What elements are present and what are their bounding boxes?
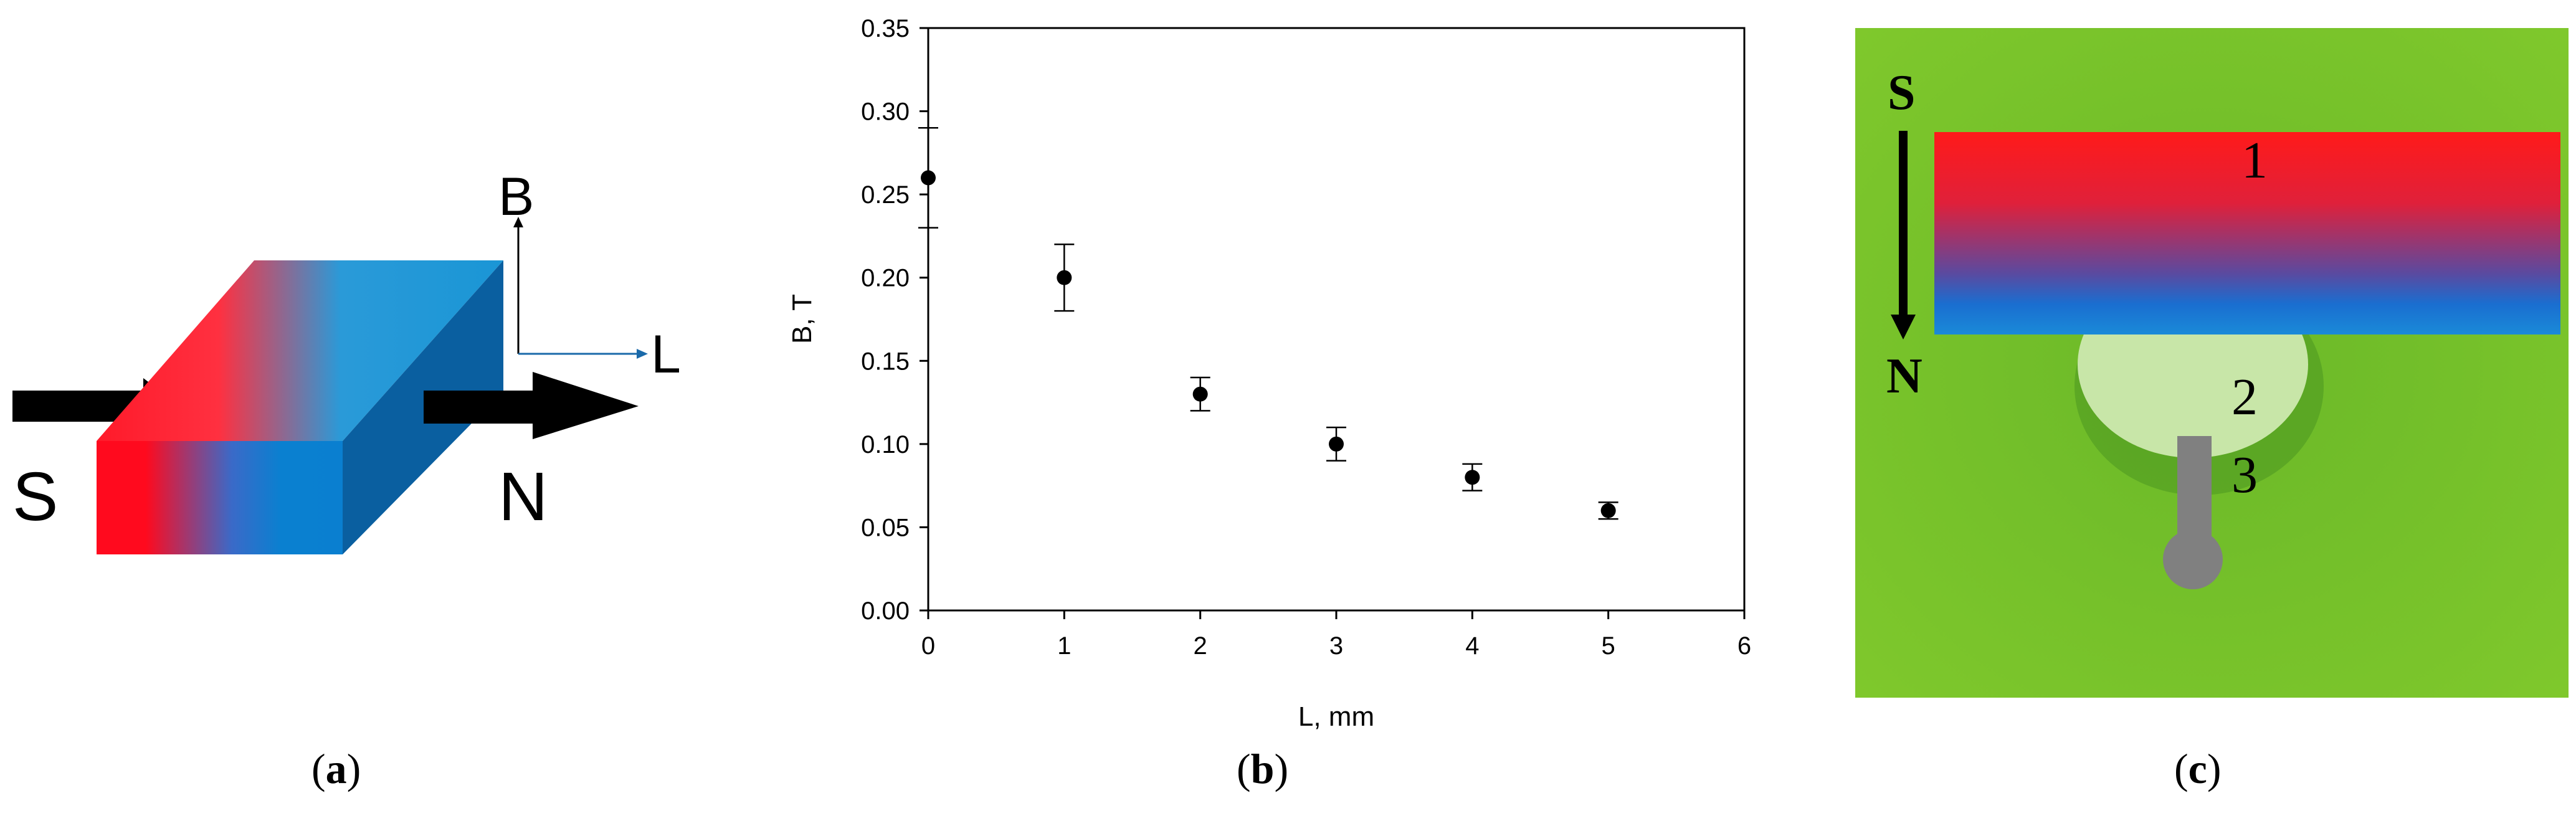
y-axis-label: B, T (787, 294, 817, 344)
axis-l-label: L (651, 325, 681, 384)
label-n-photo: N (1886, 349, 1922, 404)
label-1: 1 (2241, 131, 2268, 189)
data-points (918, 127, 1618, 520)
probe-stem (2177, 436, 2212, 545)
right-arrow-icon (424, 372, 639, 439)
x-tick-label: 0 (921, 632, 935, 660)
x-axis-ticks: 0 1 2 3 4 5 6 (921, 610, 1751, 660)
data-point (1057, 270, 1072, 285)
y-tick-label: 0.00 (861, 597, 910, 625)
data-point (921, 170, 936, 186)
magnet-side-face (343, 260, 503, 554)
x-tick-label: 1 (1057, 632, 1071, 660)
x-axis-label: L, mm (1298, 701, 1374, 732)
x-tick-label: 4 (1465, 632, 1479, 660)
probe-tip (2163, 529, 2223, 589)
x-tick-label: 5 (1602, 632, 1615, 660)
caption-c: (c) (2174, 745, 2222, 792)
l-axis-arrowhead (637, 349, 648, 359)
x-tick-label: 3 (1329, 632, 1343, 660)
arrow-shaft (1899, 131, 1908, 321)
label-n: N (498, 458, 548, 535)
x-tick-label: 2 (1194, 632, 1207, 660)
label-s-photo: S (1888, 65, 1916, 120)
data-point (1465, 470, 1480, 485)
panel-a-magnet-diagram: B L S N (a) (0, 0, 735, 818)
label-s: S (12, 458, 58, 535)
y-tick-label: 0.30 (861, 98, 910, 126)
y-tick-label: 0.15 (861, 348, 910, 375)
magnet-block (1934, 132, 2560, 335)
scatter-chart: 0.00 0.05 0.10 0.15 0.20 0.25 0.30 0.35 0 1 2 3 4 5 6… (787, 15, 1751, 732)
panel-c-photo: S N 1 2 3 (c) (1763, 0, 2576, 818)
y-tick-label: 0.25 (861, 181, 910, 209)
down-arrow-icon (1891, 315, 1916, 339)
y-tick-label: 0.05 (861, 514, 910, 541)
b-axis-arrowhead (513, 217, 523, 227)
data-point (1600, 503, 1616, 518)
axis-b-label: B (498, 167, 534, 227)
label-2: 2 (2231, 368, 2258, 426)
y-tick-label: 0.20 (861, 265, 910, 292)
data-point (1329, 436, 1344, 452)
x-tick-label: 6 (1737, 632, 1751, 660)
y-tick-label: 0.35 (861, 15, 910, 42)
magnet-front-face (97, 441, 343, 554)
caption-b: (b) (1237, 745, 1289, 792)
photo-illustration: S N 1 2 3 (1855, 28, 2569, 698)
y-axis-ticks: 0.00 0.05 0.10 0.15 0.20 0.25 0.30 0.35 (861, 15, 928, 625)
label-3: 3 (2231, 446, 2258, 504)
magnet-diagram: B L S N (12, 167, 681, 554)
plot-frame (927, 27, 1746, 612)
data-point (1192, 386, 1208, 402)
magnet-top-face (97, 260, 503, 441)
caption-a: (a) (311, 745, 361, 792)
panel-b-chart: 0.00 0.05 0.10 0.15 0.20 0.25 0.30 0.35 0 1 2 3 4 5 6… (735, 0, 1763, 818)
y-tick-label: 0.10 (861, 431, 910, 458)
